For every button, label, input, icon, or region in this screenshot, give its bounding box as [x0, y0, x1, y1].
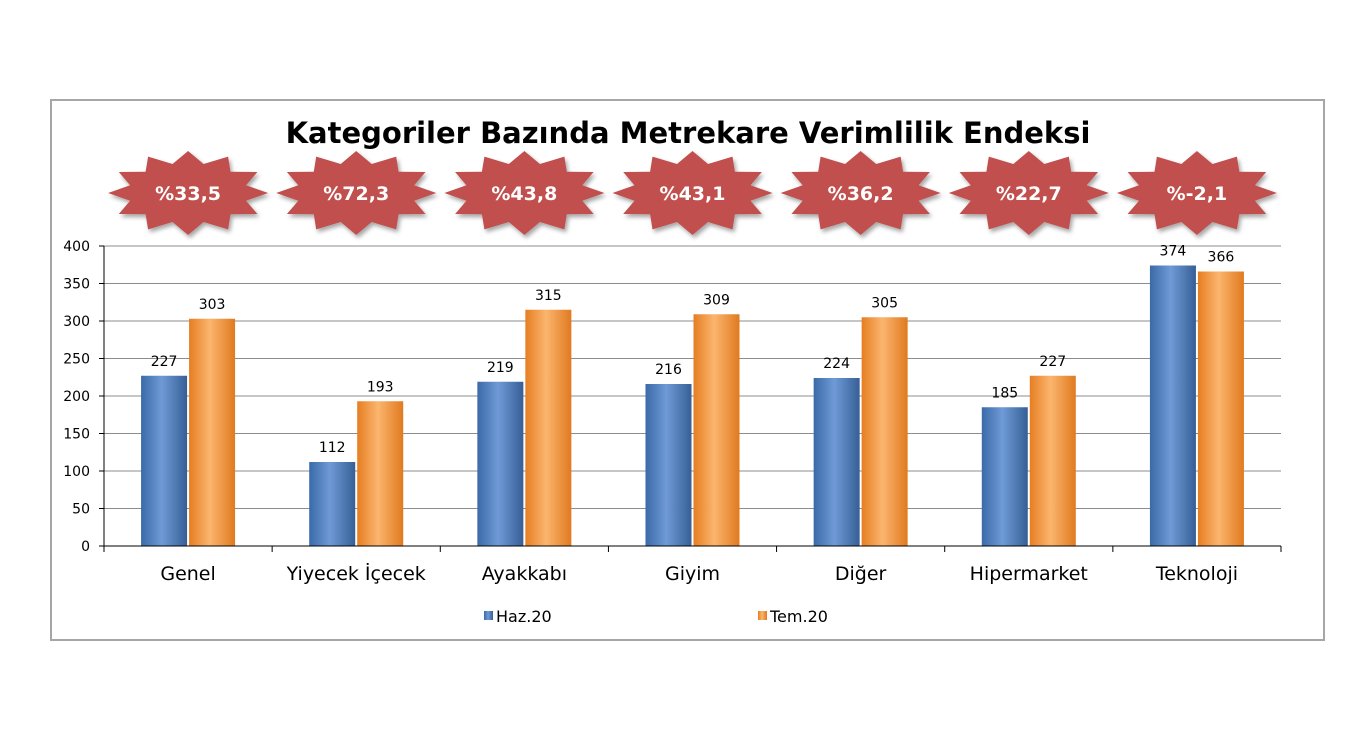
badge-label: %72,3 — [323, 183, 389, 205]
data-label: 112 — [319, 440, 346, 456]
chart-title: Kategoriler Bazında Metrekare Verimlilik… — [286, 116, 1091, 150]
x-tick-label: Hipermarket — [970, 563, 1088, 585]
legend-label: Tem.20 — [769, 607, 828, 626]
data-label: 185 — [991, 385, 1018, 401]
badge-label: %36,2 — [828, 183, 894, 205]
data-label: 227 — [1039, 354, 1066, 370]
x-tick-label: Teknoloji — [1155, 563, 1238, 585]
badge-shape — [1116, 151, 1277, 235]
bar — [1197, 271, 1244, 546]
data-label: 227 — [151, 354, 178, 370]
x-axis: Genel Yiyecek İçecek Ayakkabı Giyim Diğer Hip… — [103, 545, 1282, 585]
badge-shape — [612, 151, 773, 235]
bar — [1149, 265, 1196, 546]
data-label: 305 — [871, 295, 898, 311]
y-tick-label: 150 — [63, 427, 90, 443]
y-tick-label: 200 — [63, 389, 90, 405]
data-label: 315 — [535, 288, 562, 304]
y-tick-label: 350 — [63, 277, 90, 293]
data-label: 219 — [487, 360, 514, 376]
badge-label: %43,1 — [660, 183, 726, 205]
bar — [525, 309, 572, 546]
x-tick-label: Ayakkabı — [482, 563, 567, 585]
badge-label: %33,5 — [155, 183, 221, 205]
bar — [309, 462, 356, 546]
data-label: 216 — [655, 362, 682, 378]
badge-shape — [276, 151, 437, 235]
bar — [1029, 375, 1076, 546]
gridlines — [104, 245, 1281, 547]
data-label: 224 — [823, 356, 850, 372]
badge-label: %22,7 — [996, 183, 1062, 205]
badge-shape — [444, 151, 605, 235]
bar — [189, 318, 236, 546]
data-label: 374 — [1160, 244, 1187, 260]
legend: Haz.20 Tem.20 — [484, 607, 828, 626]
y-tick-label: 250 — [63, 352, 90, 368]
badge-label: %-2,1 — [1167, 183, 1228, 205]
bar — [813, 378, 860, 546]
bar — [861, 317, 908, 546]
data-label: 366 — [1208, 250, 1235, 266]
y-axis: 0 50 100 150 200 250 300 350 400 — [63, 239, 105, 555]
x-tick-label: Giyim — [665, 563, 720, 585]
y-tick-label: 300 — [63, 314, 90, 330]
bars-group: 227 303 112 193 219 315 216 309 224 305 185 227 374 3… — [141, 244, 1244, 546]
badges-group: %33,5 %72,3 %43,8 %43,1 %36,2 %22,7 %-2,1 — [108, 151, 1277, 235]
y-tick-label: 50 — [72, 502, 90, 518]
legend-swatch — [484, 611, 493, 620]
bar — [645, 384, 692, 546]
badge-shape — [948, 151, 1109, 235]
x-tick-label: Yiyecek İçecek — [286, 562, 426, 585]
y-tick-label: 100 — [63, 464, 90, 480]
y-tick-label: 400 — [63, 239, 90, 255]
badge-label: %43,8 — [491, 183, 557, 205]
bar — [357, 401, 404, 546]
bar — [981, 407, 1028, 546]
bar — [693, 314, 740, 546]
x-tick-label: Diğer — [835, 563, 887, 585]
bar — [477, 381, 524, 546]
legend-swatch — [758, 611, 767, 620]
data-label: 193 — [367, 379, 394, 395]
data-label: 303 — [199, 297, 226, 313]
badge-shape — [780, 151, 941, 235]
badge-shape — [108, 151, 269, 235]
bar — [141, 375, 188, 546]
y-tick-label: 0 — [81, 539, 90, 555]
x-tick-label: Genel — [160, 563, 215, 585]
legend-label: Haz.20 — [496, 607, 552, 626]
data-label: 309 — [703, 292, 730, 308]
